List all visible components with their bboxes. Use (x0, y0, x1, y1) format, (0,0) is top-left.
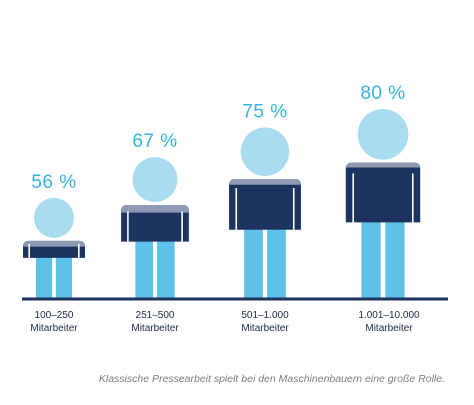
figure-leg-left (361, 220, 381, 298)
figure-head (33, 197, 75, 238)
value-label: 75 % (242, 102, 287, 123)
chart-caption: Klassische Pressearbeit spielt bei den M… (99, 373, 445, 385)
figure-leg-right (267, 227, 286, 298)
figure-torso (345, 162, 421, 223)
category-label: 100–250 (35, 310, 74, 321)
figure-3 (229, 127, 301, 298)
figure-torso (229, 178, 301, 230)
figure-leg-right (157, 239, 175, 298)
labels: 56 % 100–250 Mitarbeiter 67 % 251–500 Mitarbe… (30, 83, 420, 334)
figure-torso-unfilled (121, 205, 189, 213)
figure-leg-left (135, 239, 153, 298)
value-label: 56 % (31, 172, 76, 193)
figure-torso-unfilled (22, 240, 86, 247)
category-label: Mitarbeiter (241, 323, 289, 334)
figure-leg-right (55, 255, 72, 298)
category-label: Mitarbeiter (30, 323, 78, 334)
figure-leg-left (244, 227, 263, 298)
figure-leg-left (36, 255, 53, 298)
category-label: Mitarbeiter (365, 323, 413, 334)
figure-2 (121, 157, 189, 298)
figure-torso (121, 205, 189, 242)
figures (22, 109, 421, 298)
figure-4 (345, 109, 421, 298)
figure-1 (22, 197, 86, 298)
value-label: 67 % (132, 131, 177, 152)
figure-head (240, 127, 290, 176)
figure-head (132, 157, 178, 203)
category-label: Mitarbeiter (131, 323, 179, 334)
figure-leg-right (385, 220, 405, 298)
figure-head (357, 109, 409, 160)
figure-torso-unfilled (229, 178, 301, 185)
category-label: 501–1.000 (241, 310, 289, 321)
figure-torso-unfilled (345, 162, 421, 169)
category-label: 1.001–10.000 (358, 310, 420, 321)
value-label: 80 % (360, 83, 405, 104)
category-label: 251–500 (136, 310, 175, 321)
